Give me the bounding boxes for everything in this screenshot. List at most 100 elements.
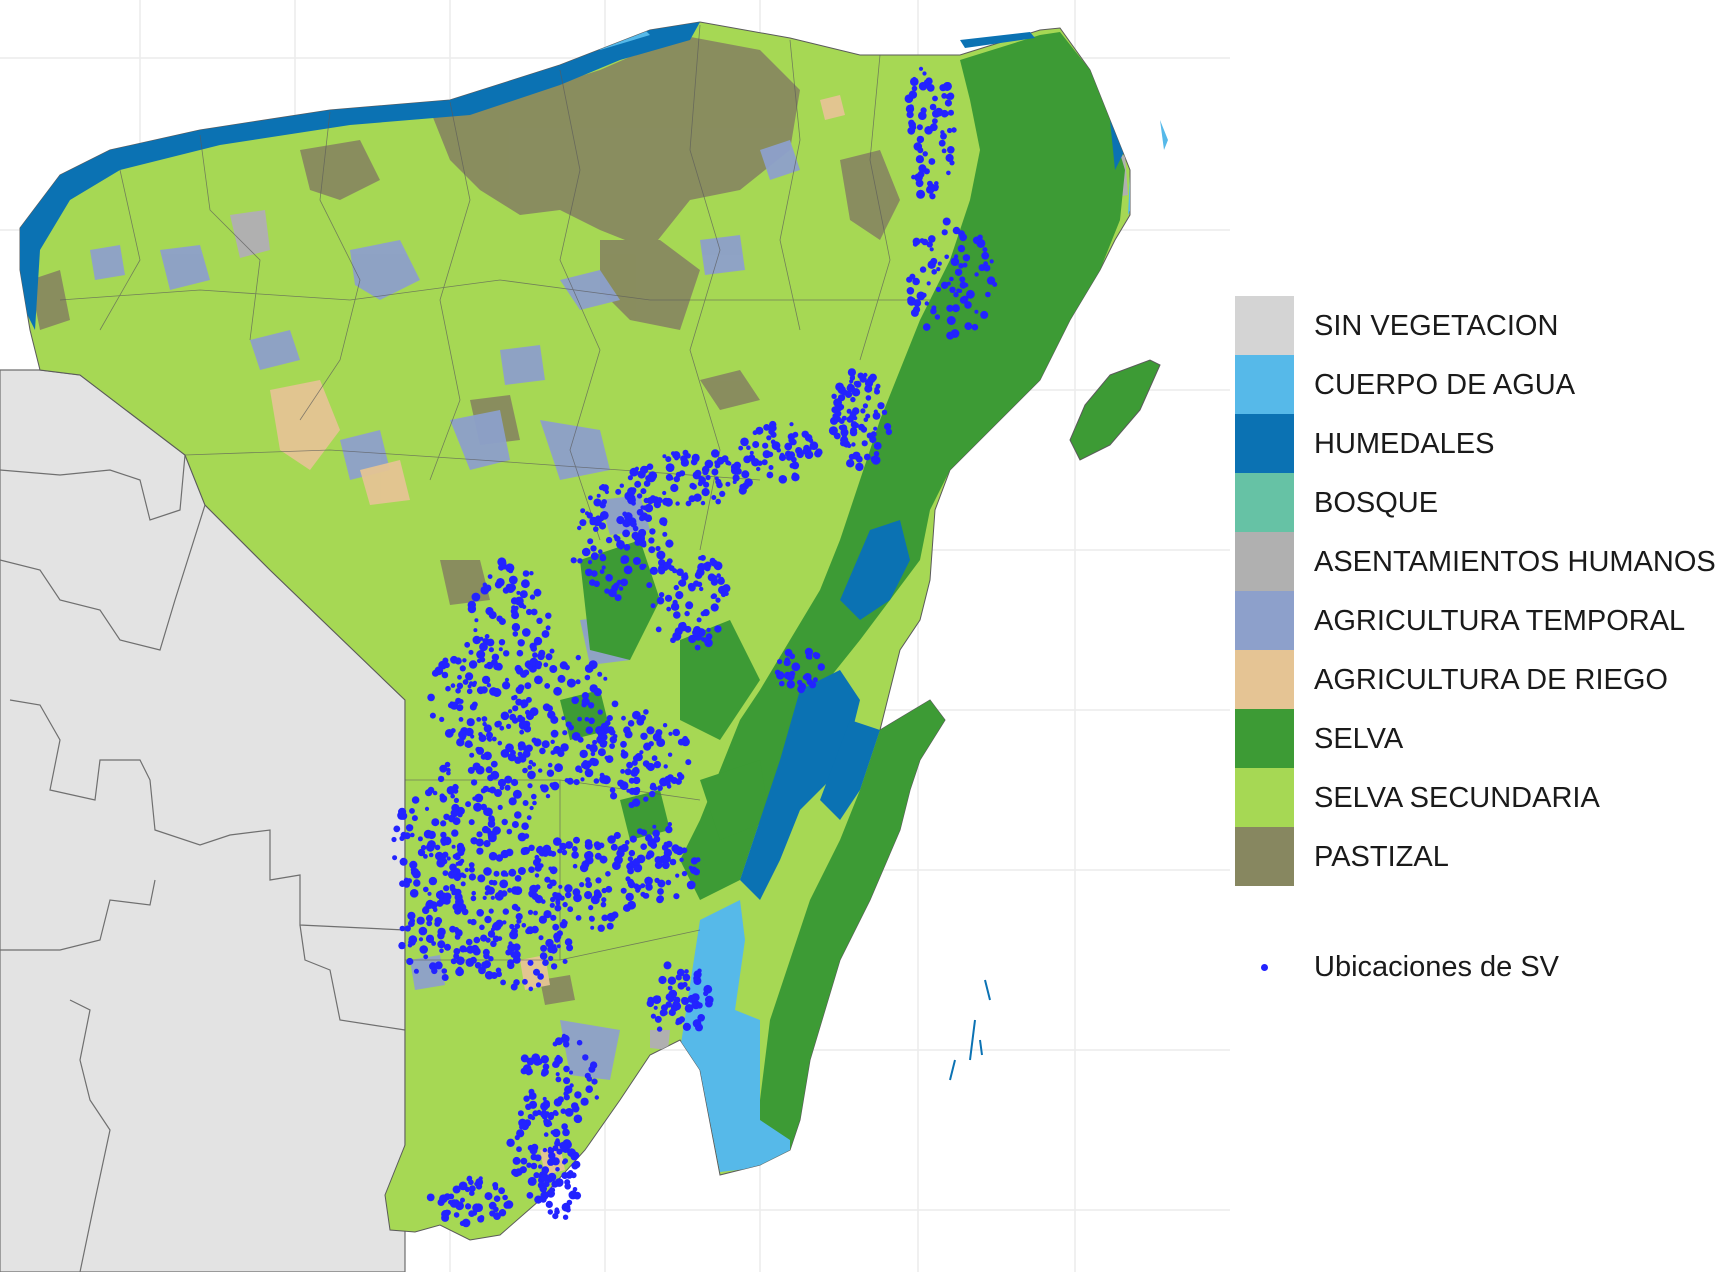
sv-location-point: [519, 1166, 527, 1174]
sv-location-point: [698, 475, 704, 481]
legend-item-pastizal: PASTIZAL: [1235, 827, 1725, 886]
sv-location-point: [715, 478, 722, 485]
sv-location-point: [692, 628, 700, 637]
sv-location-point: [474, 793, 484, 803]
sv-location-point: [554, 765, 561, 772]
sv-location-point: [508, 568, 514, 574]
sv-location-point: [517, 1110, 524, 1117]
sv-location-point: [645, 764, 651, 769]
sv-location-point: [504, 784, 511, 791]
sv-location-point: [453, 873, 461, 882]
sv-location-point: [623, 726, 631, 734]
sv-location-point: [673, 584, 679, 591]
sv-location-point: [508, 797, 517, 806]
sv-location-point: [464, 867, 469, 873]
sv-location-point: [472, 635, 481, 645]
sv-location-point: [554, 904, 562, 912]
sv-location-point: [542, 1147, 548, 1153]
sv-location-point: [706, 462, 712, 468]
sv-location-point: [575, 679, 581, 685]
sv-location-point: [692, 455, 700, 463]
sv-location-point: [527, 770, 536, 780]
sv-location-point: [454, 934, 461, 940]
sv-location-point: [455, 967, 464, 977]
sv-location-point: [532, 800, 537, 806]
sv-location-point: [516, 590, 521, 595]
sv-location-point: [673, 475, 680, 483]
sv-location-point: [985, 291, 991, 298]
sv-location-point: [475, 838, 484, 847]
legend-item-agricultura-de-riego: AGRICULTURA DE RIEGO: [1235, 650, 1725, 709]
sv-location-point: [448, 1199, 453, 1205]
sv-location-point: [604, 755, 609, 760]
sv-location-point: [495, 919, 504, 928]
sv-location-point: [527, 909, 534, 915]
sv-location-point: [946, 304, 954, 312]
sv-location-point: [949, 286, 956, 293]
sv-location-point: [870, 431, 877, 438]
sv-location-point: [944, 99, 953, 107]
sv-location-point: [599, 553, 606, 560]
sv-location-point: [488, 647, 494, 653]
sv-location-point: [596, 493, 601, 498]
sv-location-point: [577, 716, 582, 722]
sv-location-point: [585, 726, 594, 734]
sv-location-point: [620, 887, 627, 894]
sv-location-point: [601, 897, 607, 903]
sv-location-point: [476, 847, 484, 855]
sv-location-point: [665, 780, 671, 787]
sv-location-point: [766, 471, 774, 479]
sv-location-point: [510, 597, 519, 605]
sv-location-point: [465, 801, 472, 808]
sv-location-point: [845, 390, 853, 398]
legend-swatch: [1235, 296, 1294, 355]
sv-location-point: [655, 545, 661, 552]
sv-location-point: [862, 403, 869, 409]
sv-location-point: [697, 481, 703, 487]
sv-location-point: [938, 139, 946, 147]
sv-location-point: [683, 458, 689, 464]
sv-location-point: [699, 586, 704, 592]
sv-location-point: [928, 183, 935, 190]
sv-location-point: [479, 636, 484, 641]
sv-location-point: [542, 851, 549, 857]
sv-location-point: [851, 375, 855, 380]
sv-location-point: [575, 915, 582, 921]
sv-location-point: [574, 1091, 582, 1099]
sv-location-point: [670, 483, 679, 493]
sv-location-point: [639, 714, 647, 722]
sv-location-point: [577, 525, 582, 531]
sv-location-point: [553, 837, 562, 846]
sv-location-point: [492, 935, 500, 943]
sv-location-point: [585, 881, 593, 889]
sv-location-point: [841, 415, 847, 421]
sv-location-point: [584, 851, 593, 860]
sv-location-point: [982, 247, 988, 253]
sv-location-point: [517, 867, 526, 875]
sv-location-point: [725, 481, 731, 487]
sv-location-point: [617, 779, 625, 787]
sv-location-point: [426, 935, 434, 944]
sv-location-point: [549, 648, 555, 654]
sv-location-point: [423, 886, 429, 893]
sv-location-point: [627, 856, 634, 862]
sv-location-point: [852, 451, 861, 460]
sv-location-point: [918, 111, 927, 120]
neighbor-boundaries: [0, 454, 406, 1272]
sv-location-point: [783, 659, 791, 667]
sv-location-point: [917, 170, 925, 178]
sv-location-point: [564, 1183, 571, 1190]
sv-location-point: [697, 968, 702, 973]
sv-location-point: [399, 857, 408, 866]
sv-location-point: [664, 497, 673, 507]
sv-location-point: [633, 863, 643, 873]
sv-location-point: [628, 849, 636, 857]
sv-location-point: [444, 729, 454, 738]
sv-location-point: [646, 463, 654, 471]
sv-location-point: [833, 432, 839, 438]
sv-location-point: [860, 408, 866, 414]
sv-location-point: [469, 752, 475, 758]
sv-location-point: [906, 111, 914, 119]
sv-location-point: [699, 554, 706, 561]
sv-location-point: [488, 879, 495, 886]
